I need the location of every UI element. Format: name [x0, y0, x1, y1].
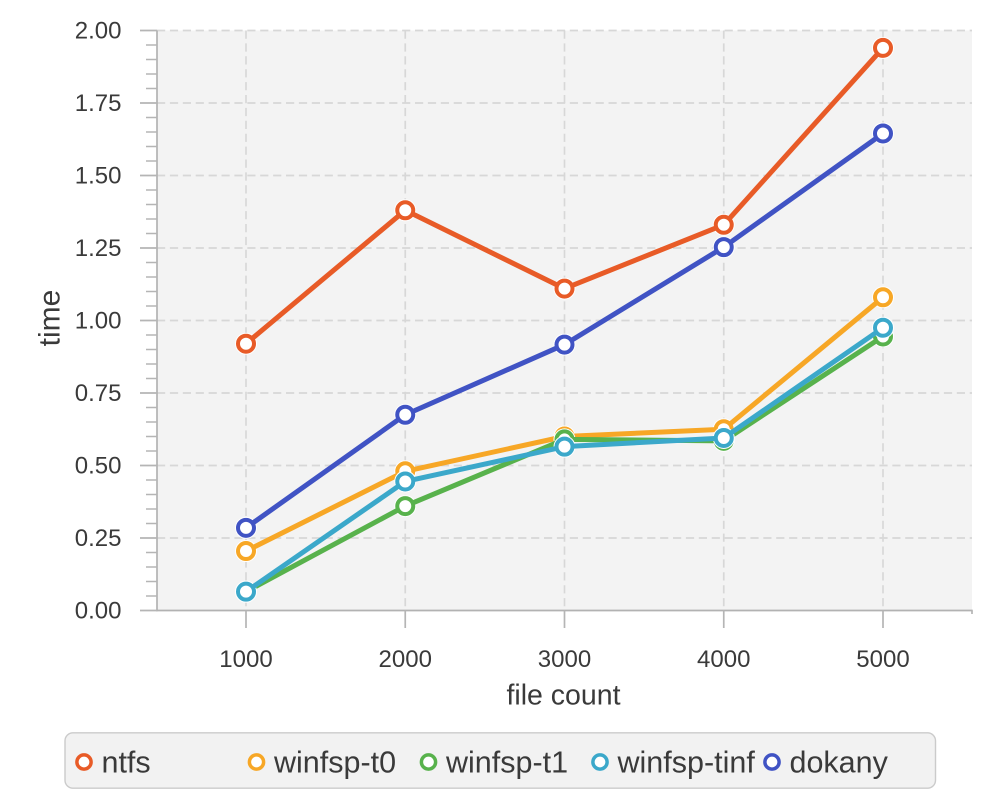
svg-text:1000: 1000 [219, 646, 272, 673]
svg-text:0.50: 0.50 [75, 453, 122, 480]
svg-text:dokany: dokany [790, 746, 889, 780]
svg-text:time: time [34, 290, 67, 347]
svg-text:4000: 4000 [697, 646, 750, 673]
svg-text:2000: 2000 [379, 646, 432, 673]
svg-text:0.25: 0.25 [75, 525, 122, 552]
svg-text:1.25: 1.25 [75, 235, 122, 262]
svg-text:3000: 3000 [538, 646, 591, 673]
svg-text:2.00: 2.00 [75, 18, 122, 45]
svg-text:winfsp-tinf: winfsp-tinf [617, 746, 756, 780]
svg-text:1.50: 1.50 [75, 163, 122, 190]
svg-text:winfsp-t1: winfsp-t1 [445, 746, 568, 780]
svg-text:1.00: 1.00 [75, 308, 122, 335]
svg-text:ntfs: ntfs [102, 746, 151, 780]
svg-text:file count: file count [506, 680, 620, 712]
svg-text:0.75: 0.75 [75, 380, 122, 407]
svg-text:5000: 5000 [856, 646, 909, 673]
svg-text:1.75: 1.75 [75, 90, 122, 117]
svg-text:winfsp-t0: winfsp-t0 [273, 746, 396, 780]
svg-text:0.00: 0.00 [75, 598, 122, 625]
